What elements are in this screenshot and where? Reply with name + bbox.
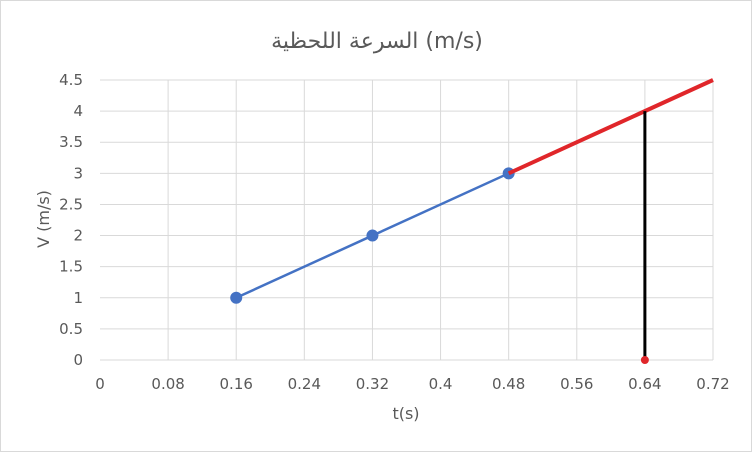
y-tick-label: 2 bbox=[73, 227, 83, 245]
x-tick-label: 0.4 bbox=[429, 375, 453, 393]
series-red-line bbox=[507, 78, 714, 176]
data-point bbox=[366, 229, 379, 242]
x-tick-label: 0.32 bbox=[356, 375, 389, 393]
y-tick-label: 1 bbox=[73, 289, 83, 307]
x-tick-label: 0.64 bbox=[628, 375, 661, 393]
y-tick-label: 3.5 bbox=[59, 133, 83, 151]
x-tick-label: 0.16 bbox=[220, 375, 253, 393]
chart-title: السرعة اللحظية (m/s) bbox=[271, 29, 483, 54]
x-tick-label: 0.08 bbox=[151, 375, 184, 393]
y-axis-title: V (m/s) bbox=[34, 190, 53, 248]
y-tick-label: 1.5 bbox=[59, 258, 83, 276]
x-tick-label: 0.24 bbox=[288, 375, 321, 393]
x-tick-label: 0.56 bbox=[560, 375, 593, 393]
plot-area bbox=[230, 78, 714, 364]
y-tick-label: 0.5 bbox=[59, 320, 83, 338]
y-tick-label: 3 bbox=[73, 164, 83, 182]
y-tick-label: 4 bbox=[73, 102, 83, 120]
x-tick-label: 0 bbox=[95, 375, 105, 393]
x-tick-label: 0.72 bbox=[696, 375, 729, 393]
y-tick-label: 2.5 bbox=[59, 195, 83, 213]
data-point bbox=[640, 356, 649, 364]
y-tick-label: 0 bbox=[73, 351, 83, 369]
y-tick-label: 4.5 bbox=[59, 71, 83, 89]
x-tick-label: 0.48 bbox=[492, 375, 525, 393]
tick-labels: 0 0.08 0.16 0.24 0.32 0.4 0.48 0.56 0.64 0.72 0 0.5… bbox=[59, 71, 730, 393]
x-axis-title: t(s) bbox=[392, 404, 419, 423]
gridlines bbox=[100, 79, 714, 360]
data-point bbox=[230, 291, 243, 304]
